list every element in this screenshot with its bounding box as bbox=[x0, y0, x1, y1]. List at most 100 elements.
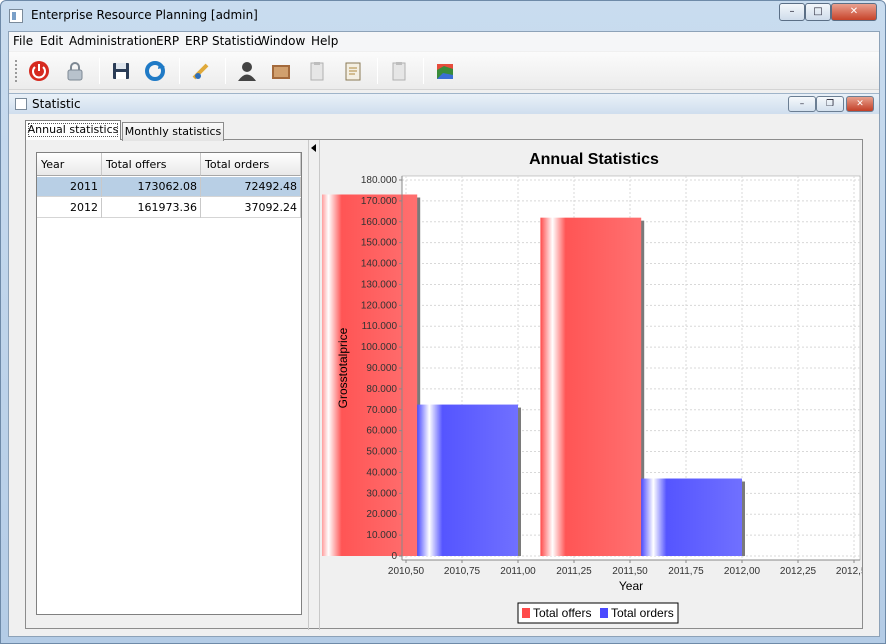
toolbar-separator bbox=[179, 58, 180, 84]
collapse-left-arrow-icon[interactable] bbox=[311, 144, 316, 152]
refresh-icon bbox=[145, 61, 165, 81]
menu-help[interactable]: Help bbox=[311, 34, 339, 48]
x-tick-label: 2011,75 bbox=[668, 566, 704, 577]
x-tick-label: 2010,75 bbox=[444, 566, 481, 577]
tab-monthly-statistics[interactable]: Monthly statistics bbox=[122, 122, 224, 141]
clipboard-button[interactable] bbox=[385, 57, 413, 85]
chart-button[interactable] bbox=[431, 57, 459, 85]
bar-total-offers bbox=[322, 194, 418, 556]
app-icon bbox=[9, 9, 23, 23]
x-tick-label: 2012,50 bbox=[836, 566, 862, 577]
lock-button[interactable] bbox=[61, 57, 89, 85]
x-tick-label: 2011,00 bbox=[500, 566, 536, 577]
column-header-total-offers[interactable]: Total offers bbox=[102, 153, 201, 176]
close-button[interactable]: ✕ bbox=[831, 3, 877, 21]
toolbar-separator bbox=[225, 58, 226, 84]
window-title: Enterprise Resource Planning [admin] bbox=[31, 8, 258, 22]
y-tick-label: 0 bbox=[391, 551, 397, 562]
table-row[interactable]: 2012 161973.36 37092.24 bbox=[37, 198, 301, 218]
cell-total-offers: 173062.08 bbox=[102, 177, 201, 197]
y-tick-label: 170.000 bbox=[361, 196, 398, 207]
maximize-button[interactable]: □ bbox=[805, 3, 831, 21]
power-icon bbox=[29, 61, 49, 81]
y-tick-label: 50.000 bbox=[366, 447, 397, 458]
folder-button[interactable] bbox=[267, 57, 295, 85]
tab-annual-statistics[interactable]: Annual statistics bbox=[25, 120, 121, 140]
column-header-total-orders[interactable]: Total orders bbox=[201, 153, 301, 176]
minimize-button[interactable]: – bbox=[779, 3, 805, 21]
legend-box bbox=[517, 602, 679, 624]
frame-restore-button[interactable]: ❐ bbox=[816, 96, 844, 112]
y-tick-label: 40.000 bbox=[366, 467, 397, 478]
y-tick-label: 160.000 bbox=[361, 217, 398, 228]
table-row[interactable]: 2011 173062.08 72492.48 bbox=[37, 177, 301, 197]
lock-icon bbox=[67, 62, 83, 81]
refresh-button[interactable] bbox=[141, 57, 169, 85]
user-icon bbox=[238, 62, 256, 81]
x-tick-label: 2011,25 bbox=[556, 566, 592, 577]
chart-icon bbox=[437, 64, 453, 79]
y-tick-label: 140.000 bbox=[361, 259, 398, 270]
statistic-title-bar[interactable]: Statistic – ❐ ✕ bbox=[9, 94, 879, 114]
bar-total-offers bbox=[540, 217, 642, 556]
y-tick-label: 120.000 bbox=[361, 300, 398, 311]
y-tick-label: 90.000 bbox=[366, 363, 397, 374]
y-tick-label: 180.000 bbox=[361, 175, 398, 186]
y-tick-label: 80.000 bbox=[366, 384, 397, 395]
legend-swatch bbox=[522, 608, 530, 618]
title-bar[interactable]: Enterprise Resource Planning [admin] – □… bbox=[1, 1, 885, 31]
edit-button[interactable] bbox=[187, 57, 215, 85]
legend-swatch bbox=[600, 608, 608, 618]
frame-close-button[interactable]: ✕ bbox=[846, 96, 874, 112]
statistic-frame-title: Statistic bbox=[32, 97, 81, 111]
x-axis: 2010,50 2010,75 2011,00 2011,25 2011,50 2011,… bbox=[388, 559, 862, 577]
cell-total-offers: 161973.36 bbox=[102, 198, 201, 218]
document-icon bbox=[310, 62, 324, 81]
x-tick-label: 2010,50 bbox=[388, 566, 425, 577]
y-tick-label: 20.000 bbox=[366, 509, 397, 520]
y-tick-label: 130.000 bbox=[361, 279, 398, 290]
toolbar-separator bbox=[423, 58, 424, 84]
frame-minimize-button[interactable]: – bbox=[788, 96, 816, 112]
power-button[interactable] bbox=[25, 57, 53, 85]
document-button[interactable] bbox=[303, 57, 331, 85]
menu-erp-statistic[interactable]: ERP Statistic bbox=[185, 34, 261, 48]
y-tick-label: 70.000 bbox=[366, 405, 397, 416]
x-axis-label: Year bbox=[619, 579, 643, 593]
chart-title: Annual Statistics bbox=[529, 151, 659, 168]
statistic-frame-icon bbox=[15, 98, 27, 110]
y-axis-label: Grosstotalprice bbox=[336, 327, 350, 408]
y-tick-label: 60.000 bbox=[366, 426, 397, 437]
x-tick-label: 2012,25 bbox=[780, 566, 817, 577]
y-tick-label: 110.000 bbox=[362, 321, 398, 332]
x-tick-label: 2011,50 bbox=[612, 566, 648, 577]
menu-window[interactable]: Window bbox=[258, 34, 306, 48]
invoice-icon bbox=[345, 62, 361, 81]
x-tick-label: 2012,00 bbox=[724, 566, 761, 577]
save-button[interactable] bbox=[107, 57, 135, 85]
user-button[interactable] bbox=[233, 57, 261, 85]
toolbar-grip[interactable] bbox=[15, 60, 18, 82]
cell-total-orders: 72492.48 bbox=[201, 177, 301, 197]
legend-label: Total orders bbox=[611, 606, 674, 620]
save-icon bbox=[113, 63, 129, 79]
menu-edit[interactable]: Edit bbox=[40, 34, 64, 48]
invoice-button[interactable] bbox=[339, 57, 367, 85]
y-tick-label: 10.000 bbox=[366, 530, 397, 541]
cell-year: 2011 bbox=[37, 177, 102, 197]
tab-panel: Year Total offers Total orders 2011 1730… bbox=[25, 139, 863, 630]
y-tick-label: 150.000 bbox=[361, 238, 398, 249]
annual-chart: Annual Statistics 0 10.000 20.000 30.000 40.… bbox=[322, 142, 862, 628]
menu-erp[interactable]: ERP bbox=[156, 34, 180, 48]
chart-legend: Total offers Total orders bbox=[517, 602, 679, 624]
menu-administration[interactable]: Administration bbox=[69, 34, 157, 48]
menu-file[interactable]: File bbox=[13, 34, 34, 48]
statistic-frame: Statistic – ❐ ✕ Year Total offers Total … bbox=[9, 93, 879, 636]
bar-total-orders bbox=[641, 478, 742, 556]
cell-year: 2012 bbox=[37, 198, 102, 218]
column-header-year[interactable]: Year bbox=[37, 153, 102, 176]
split-pane-divider[interactable] bbox=[308, 140, 320, 630]
y-axis: 0 10.000 20.000 30.000 40.000 50.000 60.000 70.… bbox=[361, 175, 403, 562]
menu-bar: File Edit Administration ERP ERP Statist… bbox=[9, 32, 879, 51]
